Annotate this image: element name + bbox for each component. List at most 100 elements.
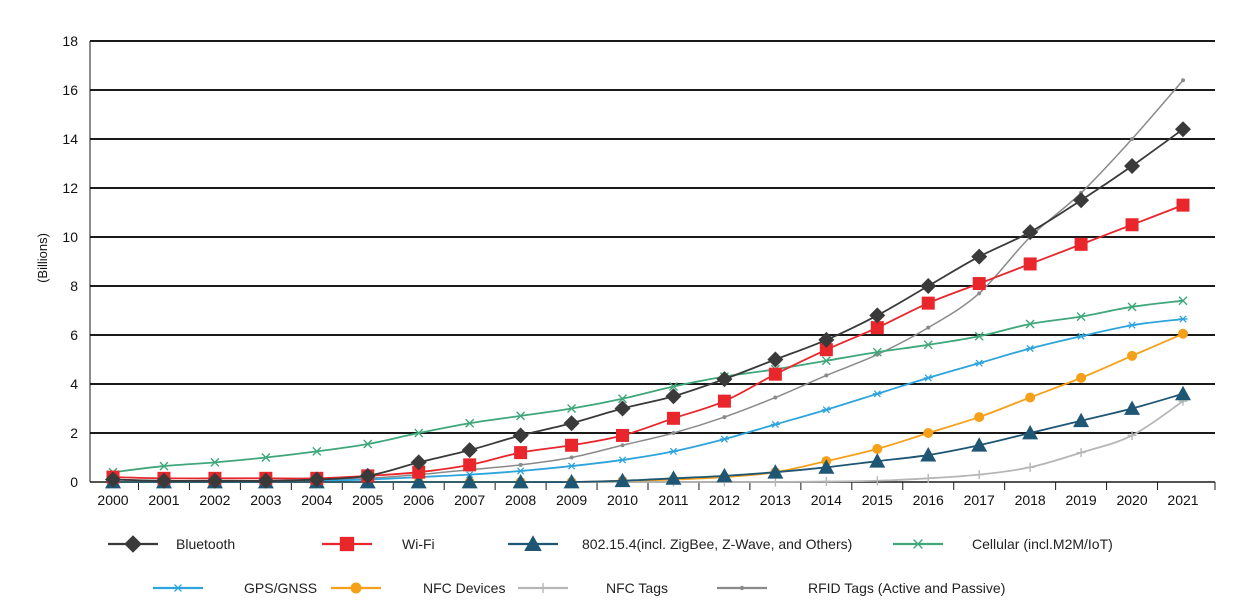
data-point-1-2008 bbox=[514, 446, 528, 460]
data-point-2-2011 bbox=[665, 470, 682, 485]
data-point-3-2008 bbox=[516, 411, 526, 421]
data-point-7-2008 bbox=[518, 462, 523, 467]
legend-item-1: Wi-Fi bbox=[322, 536, 435, 552]
x-tick-label-2020: 2020 bbox=[1116, 492, 1147, 508]
data-point-2-2008 bbox=[512, 474, 529, 489]
data-point-3-2004 bbox=[312, 446, 322, 456]
data-point-2-2013 bbox=[767, 464, 784, 479]
data-point-0-2006 bbox=[410, 454, 427, 471]
data-point-1-2013 bbox=[768, 367, 782, 381]
data-point-3-2014 bbox=[821, 356, 831, 366]
x-tick-label-2000: 2000 bbox=[97, 492, 128, 508]
data-point-0-2007 bbox=[461, 442, 478, 459]
x-tick-label-2015: 2015 bbox=[862, 492, 893, 508]
series-group bbox=[105, 78, 1191, 489]
x-tick-label-2009: 2009 bbox=[556, 492, 587, 508]
data-point-1-2020 bbox=[1125, 218, 1139, 232]
data-point-1-2019 bbox=[1074, 237, 1088, 251]
data-point-0-2008 bbox=[512, 427, 529, 444]
series-0 bbox=[105, 121, 1191, 489]
y-tick-label-12: 12 bbox=[62, 180, 78, 196]
data-point-6-2013 bbox=[770, 477, 780, 487]
data-point-3-2006 bbox=[414, 428, 424, 438]
data-point-3-2001 bbox=[159, 461, 169, 471]
legend-item-6: NFC Tags bbox=[518, 580, 668, 596]
data-point-0-2000 bbox=[105, 471, 121, 488]
data-point-6-2014 bbox=[821, 477, 831, 487]
data-point-4-2018 bbox=[1025, 344, 1035, 353]
data-point-2-2009 bbox=[563, 474, 580, 489]
data-point-2-2006 bbox=[410, 474, 427, 489]
data-point-7-2012 bbox=[722, 415, 727, 420]
data-point-3-2018 bbox=[1025, 319, 1035, 329]
data-point-0-2020 bbox=[1124, 157, 1141, 174]
series-4 bbox=[108, 315, 1188, 486]
x-tick-label-2006: 2006 bbox=[403, 492, 434, 508]
data-point-7-2021 bbox=[1181, 78, 1185, 83]
data-point-4-2008 bbox=[516, 467, 526, 475]
data-point-3-2011 bbox=[668, 381, 678, 391]
data-point-1-2017 bbox=[972, 277, 986, 291]
y-axis-label: (Billions) bbox=[35, 233, 50, 283]
data-point-7-2017 bbox=[977, 291, 982, 296]
data-point-4-2014 bbox=[821, 406, 831, 414]
legend-item-7: RFID Tags (Active and Passive) bbox=[717, 580, 1005, 596]
data-point-0-2001 bbox=[155, 472, 172, 489]
data-point-6-2019 bbox=[1076, 448, 1086, 458]
legend-marker-5 bbox=[350, 582, 362, 594]
series-line-5 bbox=[113, 332, 1184, 483]
data-point-5-2017 bbox=[974, 412, 985, 423]
series-5 bbox=[108, 328, 1188, 487]
data-point-4-2016 bbox=[923, 374, 933, 382]
data-point-1-2015 bbox=[870, 321, 884, 335]
x-tick-label-2017: 2017 bbox=[964, 492, 995, 508]
data-point-2-2018 bbox=[1022, 425, 1039, 440]
data-point-0-2018 bbox=[1022, 224, 1039, 241]
data-point-3-2016 bbox=[923, 340, 933, 350]
data-point-2-2019 bbox=[1073, 412, 1090, 428]
legend-marker-7 bbox=[739, 585, 745, 591]
gridlines bbox=[89, 40, 1215, 483]
data-point-0-2021 bbox=[1175, 121, 1191, 138]
data-point-4-2011 bbox=[668, 447, 678, 455]
x-tick-label-2010: 2010 bbox=[607, 492, 638, 508]
data-point-5-2019 bbox=[1076, 372, 1087, 383]
data-point-0-2014 bbox=[818, 331, 835, 348]
legend-marker-3 bbox=[913, 539, 923, 549]
data-point-3-2020 bbox=[1127, 302, 1137, 312]
data-point-0-2015 bbox=[869, 307, 886, 324]
data-point-1-2011 bbox=[666, 411, 680, 425]
data-point-1-2007 bbox=[463, 458, 477, 472]
data-point-1-2014 bbox=[819, 343, 833, 357]
data-point-5-2015 bbox=[872, 443, 883, 454]
data-point-0-2017 bbox=[971, 248, 988, 265]
legend-label-5: NFC Devices bbox=[423, 580, 505, 596]
data-point-0-2009 bbox=[563, 415, 580, 432]
data-point-5-2020 bbox=[1127, 350, 1138, 361]
data-point-4-2013 bbox=[770, 420, 780, 429]
x-tick-label-2016: 2016 bbox=[913, 492, 944, 508]
x-tick-label-2019: 2019 bbox=[1066, 492, 1097, 508]
data-point-4-2020 bbox=[1127, 321, 1137, 329]
x-tick-label-2007: 2007 bbox=[454, 492, 485, 508]
y-tick-label-4: 4 bbox=[70, 376, 78, 392]
x-tick-label-2005: 2005 bbox=[352, 492, 383, 508]
x-tick-label-2008: 2008 bbox=[505, 492, 536, 508]
data-point-0-2012 bbox=[716, 371, 733, 388]
data-point-6-2018 bbox=[1025, 462, 1035, 472]
data-point-0-2019 bbox=[1073, 192, 1090, 209]
x-tick-label-2013: 2013 bbox=[760, 492, 791, 508]
legend-label-6: NFC Tags bbox=[606, 580, 668, 596]
data-point-5-2016 bbox=[923, 428, 934, 438]
data-point-2-2016 bbox=[920, 447, 937, 462]
x-tick-label-2004: 2004 bbox=[301, 492, 332, 508]
data-point-1-2009 bbox=[565, 438, 579, 452]
x-tick-label-2002: 2002 bbox=[199, 492, 230, 508]
y-tick-label-10: 10 bbox=[62, 229, 78, 245]
data-point-5-2018 bbox=[1025, 392, 1036, 403]
x-tick-label-2011: 2011 bbox=[658, 492, 688, 508]
legend-item-2: 802.15.4(incl. ZigBee, Z-Wave, and Other… bbox=[508, 535, 852, 552]
legend-label-3: Cellular (incl.M2M/IoT) bbox=[972, 536, 1113, 552]
series-3 bbox=[108, 296, 1188, 477]
